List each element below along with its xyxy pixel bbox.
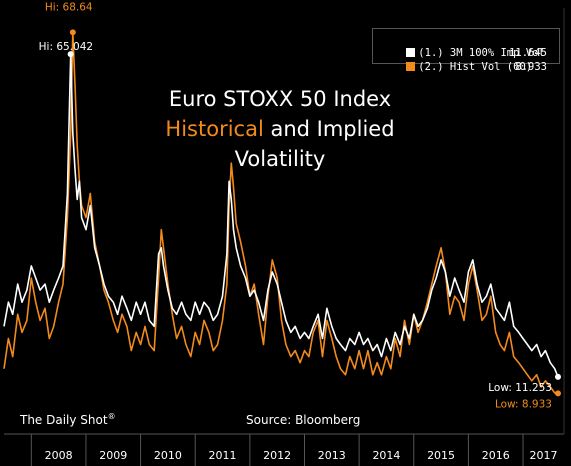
legend-entry-historical: (2.) Hist Vol (60) 8.933: [381, 46, 553, 73]
series-line-historical: [3, 31, 559, 395]
x-tick-label: 2014: [372, 449, 400, 462]
x-tick-label: 2016: [482, 449, 510, 462]
title-accent: Historical: [165, 117, 264, 141]
legend-label-historical: (2.) Hist Vol (60): [418, 61, 533, 73]
brand-mark: ®: [107, 412, 116, 421]
low-implied-label: Low: 11.253: [488, 382, 552, 394]
annotation-layer: Hi: 68.64 Hi: 65.042 Low: 11.253 Low: 8.933: [39, 1, 561, 410]
x-axis: 2008 2009 2010 2011 2012 2013 2014 2015 2016 2017: [4, 8, 565, 466]
legend-entry-implied: (1.) 3M 100% Imp Vol 11.645: [381, 32, 553, 59]
x-tick-label: 2017: [530, 449, 558, 462]
legend: (1.) 3M 100% Imp Vol 11.645 (2.) Hist Vol…: [372, 28, 560, 73]
x-tick-label: 2010: [154, 449, 182, 462]
chart-title: Euro STOXX 50 Index Historical and Impli…: [150, 84, 410, 174]
x-tick-label: 2015: [427, 449, 455, 462]
x-tick-label: 2011: [209, 449, 237, 462]
hi-implied-label: Hi: 65.042: [39, 41, 93, 53]
low-implied-point: [554, 373, 561, 380]
series-line-implied: [3, 53, 559, 378]
footer-source: Source: Bloomberg: [246, 413, 361, 427]
title-line-2: Historical and Implied: [150, 114, 410, 144]
legend-swatch-implied: [406, 48, 416, 57]
series-layer: [3, 31, 559, 395]
title-line-1: Euro STOXX 50 Index: [168, 87, 392, 111]
low-historical-label: Low: 8.933: [495, 398, 552, 410]
low-historical-point: [554, 390, 561, 397]
x-tick-label: 2008: [45, 449, 73, 462]
legend-value-implied: 11.645: [509, 47, 547, 59]
title-line-3: Volatility: [234, 147, 326, 171]
legend-swatch-historical: [406, 62, 416, 71]
footer-brand: The Daily Shot®: [20, 412, 116, 427]
brand-text: The Daily Shot: [20, 413, 108, 427]
x-tick-label: 2013: [318, 449, 346, 462]
x-tick-label: 2009: [99, 449, 127, 462]
title-line-2-rest: and Implied: [263, 117, 395, 141]
legend-value-historical: 8.933: [515, 61, 547, 73]
x-tick-label: 2012: [263, 449, 291, 462]
hi-historical-label: Hi: 68.64: [45, 1, 93, 13]
hi-historical-point: [69, 29, 76, 36]
hi-implied-point: [67, 51, 74, 58]
legend-label-implied: (1.) 3M 100% Imp Vol: [418, 47, 545, 59]
